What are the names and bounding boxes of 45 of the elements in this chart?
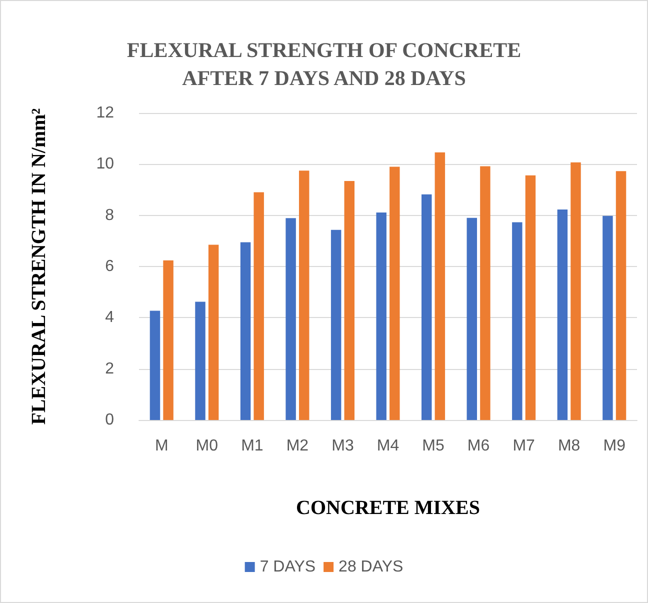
- y-tick-label: 0: [105, 412, 114, 428]
- bar: [208, 244, 219, 420]
- bar: [150, 310, 160, 420]
- bar: [570, 162, 581, 420]
- x-axis-title: CONCRETE MIXES: [296, 497, 480, 519]
- y-tick-label: 8: [105, 206, 114, 224]
- bar: [557, 209, 568, 420]
- y-tick-label: 12: [96, 104, 114, 122]
- y-tick-label: 10: [96, 156, 114, 173]
- bar: [422, 194, 432, 420]
- bar: [298, 170, 310, 420]
- x-tick-label: M2: [286, 438, 309, 454]
- x-tick-label: M0: [196, 438, 218, 454]
- chart-title: FLEXURAL STRENGTH OF CONCRETE AFTER 7 DAYS AND 28 DAYS: [126, 38, 522, 90]
- bar: [466, 218, 478, 420]
- x-tick-label: M3: [332, 438, 354, 454]
- bar: [240, 242, 251, 420]
- bar: [512, 222, 522, 420]
- bar: [434, 152, 446, 420]
- bar: [616, 171, 626, 420]
- bar: [163, 260, 174, 420]
- x-tick-label: M9: [603, 438, 626, 454]
- x-tick-label: M4: [376, 438, 400, 454]
- bar: [390, 166, 400, 420]
- legend-label: 7 DAYS: [260, 558, 316, 576]
- y-tick-label: 2: [105, 360, 114, 378]
- bar: [525, 175, 536, 420]
- x-tick-label: M7: [512, 438, 536, 454]
- bar: [602, 216, 613, 420]
- x-tick-label: M1: [241, 438, 264, 454]
- bar: [330, 230, 342, 420]
- bar: [195, 302, 206, 420]
- x-tick-label: M6: [467, 438, 490, 454]
- x-tick-label: M5: [422, 438, 444, 454]
- legend-label: 28 DAYS: [338, 558, 404, 576]
- y-tick-label: 4: [105, 309, 114, 326]
- bar: [344, 181, 354, 420]
- bar: [254, 192, 264, 420]
- y-tick-label: 6: [105, 258, 114, 275]
- x-tick-label: M: [154, 438, 168, 454]
- bar: [480, 166, 490, 420]
- x-tick-label: M8: [558, 438, 580, 454]
- y-axis-title: FLEXURAL STRENGTH IN N/mm²: [28, 108, 50, 425]
- bar: [286, 218, 296, 420]
- bar: [376, 212, 386, 420]
